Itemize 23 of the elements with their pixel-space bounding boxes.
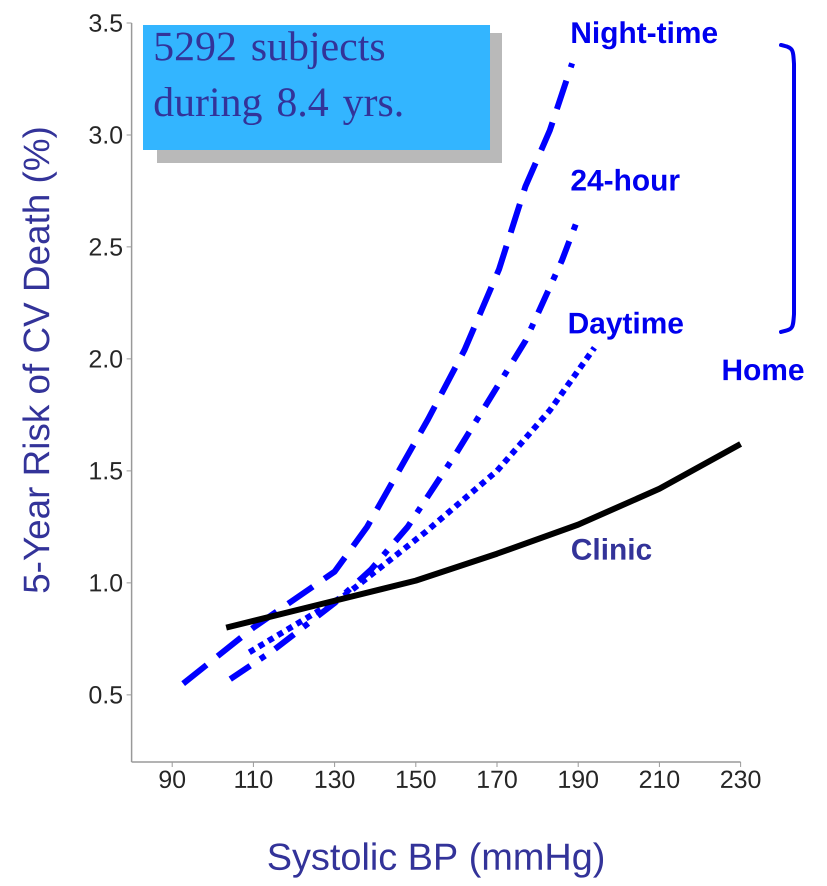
annotation: Home <box>723 360 804 380</box>
y-tick-label: 2.0 <box>90 350 122 368</box>
y-axis-title: 5-Year Risk of CV Death (%) <box>22 128 57 592</box>
x-tick-label: 90 <box>160 770 186 788</box>
series-label: Clinic <box>572 538 652 560</box>
x-tick-label: 110 <box>235 770 272 788</box>
y-tick-label: 3.5 <box>89 14 122 32</box>
x-tick-label: 190 <box>559 770 598 788</box>
y-tick-label: 2.5 <box>90 238 122 256</box>
x-tick-label: 130 <box>316 770 354 788</box>
series-label: Night-time <box>572 21 718 50</box>
y-tick-label: 1.5 <box>90 462 122 480</box>
x-tick-label: 230 <box>721 770 760 788</box>
x-tick-label: 150 <box>396 770 436 788</box>
x-tick-label: 210 <box>640 770 680 788</box>
y-tick-label: 3.0 <box>89 126 122 144</box>
x-axis-title: Systolic BP (mmHg) <box>268 842 604 878</box>
y-tick-label: 1.0 <box>90 574 122 592</box>
x-tick-label: 170 <box>478 770 517 788</box>
y-tick-label: 0.5 <box>89 686 122 704</box>
series-label: 24-hour <box>571 168 680 191</box>
annotation: 5292 subjects during 8.4 yrs. <box>154 31 402 126</box>
series-label: Daytime <box>570 312 683 340</box>
